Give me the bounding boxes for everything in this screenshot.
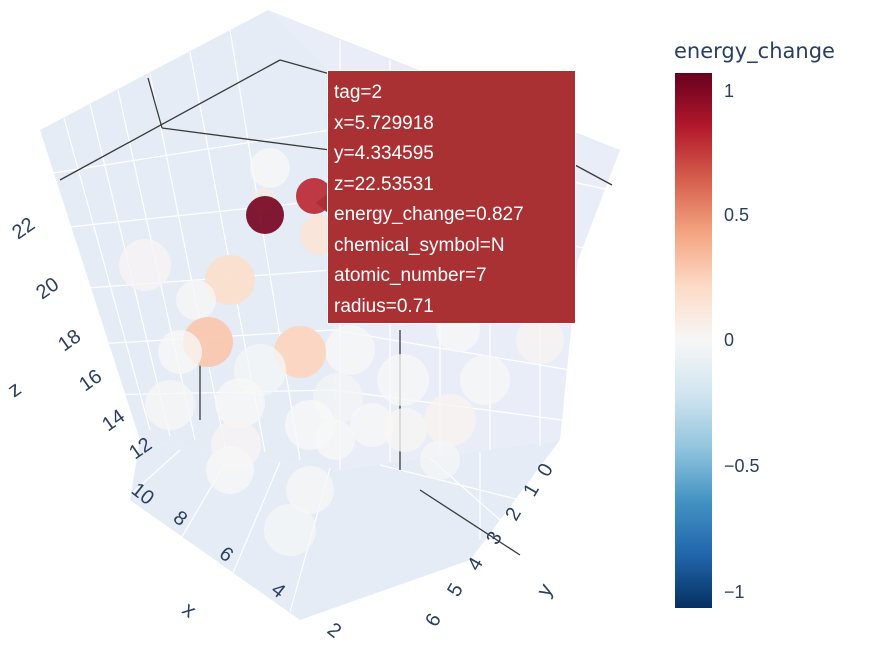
tooltip-line: z=22.53531 <box>334 173 434 195</box>
tooltip-line: tag=2 <box>334 82 383 103</box>
z-axis-title: z <box>4 377 26 402</box>
atom-point[interactable] <box>377 354 429 406</box>
atom-point[interactable] <box>420 440 460 480</box>
y-tick-label: 2 <box>501 504 526 525</box>
y-tick-label: 5 <box>443 580 468 601</box>
tooltip-line: chemical_symbol=N <box>334 234 505 256</box>
atom-point[interactable] <box>176 280 216 320</box>
y-tick-label: 3 <box>482 528 507 549</box>
atom-point[interactable] <box>350 403 394 447</box>
y-axis-title: y <box>532 579 557 600</box>
y-tick-label: 4 <box>463 554 488 575</box>
z-tick-label: 14 <box>98 405 129 436</box>
atom-point[interactable] <box>119 239 171 291</box>
tooltip-pointer <box>316 193 328 213</box>
tooltip-line: y=4.334595 <box>334 143 434 164</box>
z-tick-label: 18 <box>54 325 85 356</box>
atom-point[interactable] <box>250 148 290 188</box>
atom-point[interactable] <box>264 504 316 556</box>
z-tick-label: 20 <box>32 273 63 304</box>
tooltip-line: atomic_number=7 <box>334 265 487 286</box>
tooltip-line: radius=0.71 <box>334 295 434 317</box>
atom-point[interactable] <box>424 394 476 446</box>
atom-point[interactable] <box>516 316 564 364</box>
colorbar-tick-label: 0.5 <box>724 205 749 225</box>
colorbar-title: energy_change <box>674 39 835 64</box>
x-axis-title: x <box>178 598 201 623</box>
atom-point[interactable] <box>145 380 195 430</box>
atom-point[interactable] <box>206 446 254 494</box>
y-tick-label: 6 <box>421 610 446 631</box>
y-tick-label: 0 <box>533 460 558 481</box>
colorbar-scale <box>675 73 712 608</box>
colorbar-tick-label: −1 <box>724 582 745 602</box>
atom-point[interactable] <box>383 408 427 452</box>
colorbar: energy_change 1 0.5 0 −0.5 −1 <box>674 39 835 608</box>
colorbar-tick-label: −0.5 <box>724 456 760 476</box>
points-layer <box>119 148 564 556</box>
tooltip-line: x=5.729918 <box>334 112 434 134</box>
tooltip-line: energy_change=0.827 <box>334 204 524 225</box>
atom-point[interactable] <box>325 325 375 375</box>
z-tick-label: 16 <box>75 365 106 396</box>
atom-point[interactable] <box>205 255 255 305</box>
hover-tooltip: tag=2 x=5.729918 y=4.334595 z=22.53531 e… <box>327 70 576 324</box>
y-tick-label: 1 <box>519 480 544 501</box>
atom-point[interactable] <box>460 355 510 405</box>
atom-point[interactable] <box>215 378 265 428</box>
atom-point[interactable] <box>274 326 326 378</box>
colorbar-tick-label: 0 <box>724 330 734 350</box>
atom-point[interactable] <box>246 196 284 234</box>
colorbar-tick-label: 1 <box>724 81 734 101</box>
x-tick-label: 2 <box>323 619 345 643</box>
atom-point[interactable] <box>158 330 202 374</box>
atom-point[interactable] <box>286 466 334 514</box>
z-tick-label: 22 <box>8 213 39 244</box>
atom-point[interactable] <box>315 420 355 460</box>
